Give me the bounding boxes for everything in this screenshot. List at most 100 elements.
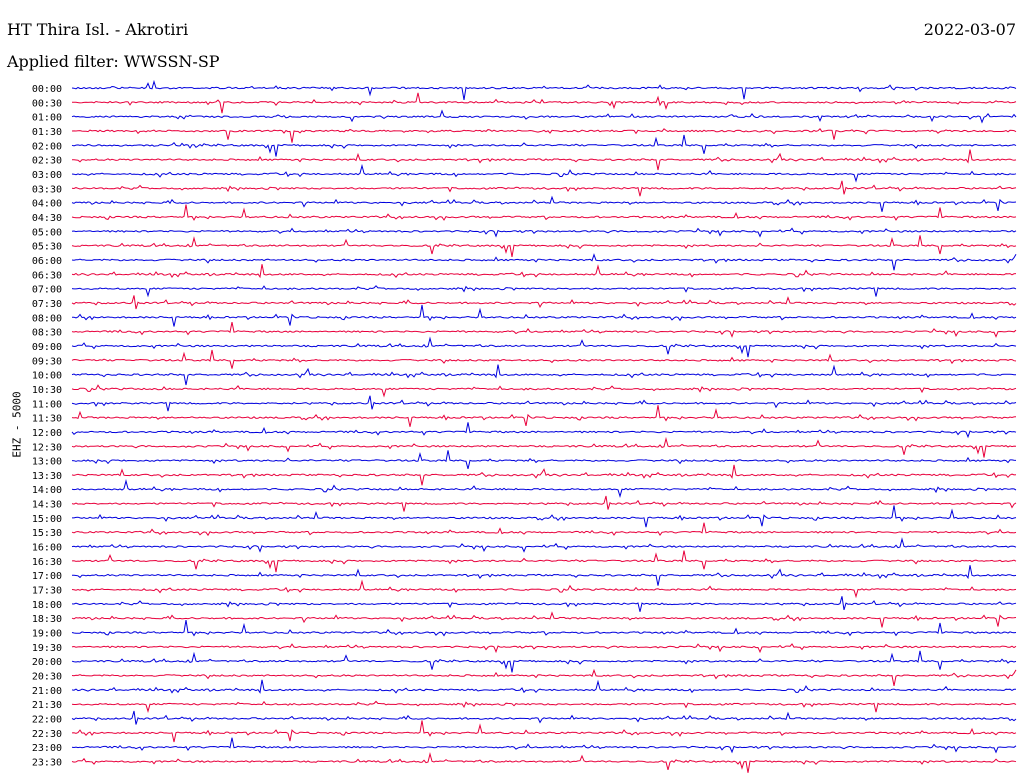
trace-1600	[71, 537, 1017, 553]
trace-0600	[71, 253, 1017, 271]
trace-1130	[71, 405, 1017, 427]
trace-1100	[71, 395, 1017, 412]
row-label-0500: 05:00	[32, 227, 62, 238]
row-label-1300: 13:00	[32, 457, 62, 468]
row-label-1130: 11:30	[32, 414, 62, 425]
trace-0330	[71, 180, 1017, 197]
row-label-1930: 19:30	[32, 643, 62, 654]
trace-2000	[71, 650, 1017, 673]
row-label-0800: 08:00	[32, 313, 62, 324]
row-label-2300: 23:00	[32, 743, 62, 754]
row-label-0330: 03:30	[32, 184, 62, 195]
row-label-0300: 03:00	[32, 170, 62, 181]
row-label-1830: 18:30	[32, 614, 62, 625]
row-label-1030: 10:30	[32, 385, 62, 396]
row-label-2100: 21:00	[32, 686, 62, 697]
row-label-0230: 02:30	[32, 156, 62, 167]
row-label-2200: 22:00	[32, 715, 62, 726]
trace-1330	[71, 464, 1017, 486]
row-label-0700: 07:00	[32, 285, 62, 296]
row-label-0830: 08:30	[32, 328, 62, 339]
trace-0230	[71, 149, 1017, 171]
trace-1230	[71, 436, 1017, 458]
row-label-1400: 14:00	[32, 485, 62, 496]
trace-0300	[71, 163, 1017, 183]
trace-0400	[71, 195, 1017, 212]
row-label-2230: 22:30	[32, 729, 62, 740]
trace-1930	[71, 643, 1017, 654]
row-label-0030: 00:30	[32, 98, 62, 109]
trace-0900	[71, 336, 1017, 358]
row-label-1530: 15:30	[32, 528, 62, 539]
row-label-0600: 06:00	[32, 256, 62, 267]
trace-2200	[71, 710, 1017, 725]
row-label-0000: 00:00	[32, 84, 62, 95]
date-label: 2022-03-07	[923, 20, 1016, 39]
row-label-1700: 17:00	[32, 571, 62, 582]
row-label-1730: 17:30	[32, 586, 62, 597]
trace-1900	[71, 620, 1017, 637]
trace-1200	[71, 422, 1017, 439]
row-label-1330: 13:30	[32, 471, 62, 482]
trace-0030	[72, 92, 1017, 114]
trace-1030	[71, 384, 1017, 398]
row-label-1600: 16:00	[32, 543, 62, 554]
trace-2330	[71, 752, 1017, 773]
trace-0830	[71, 322, 1017, 338]
trace-1400	[71, 479, 1017, 498]
trace-0530	[71, 235, 1017, 257]
trace-0630	[71, 264, 1017, 279]
trace-2300	[71, 737, 1017, 754]
station-title: HT Thira Isl. - Akrotiri	[7, 20, 189, 39]
trace-0730	[71, 295, 1017, 310]
row-label-2030: 20:30	[32, 672, 62, 683]
trace-0500	[71, 227, 1017, 238]
trace-1300	[71, 450, 1017, 470]
filter-label: Applied filter: WWSSN-SP	[7, 52, 220, 71]
trace-0800	[71, 304, 1017, 327]
row-label-0100: 01:00	[32, 113, 62, 124]
trace-0700	[71, 285, 1017, 298]
trace-0430	[71, 204, 1017, 221]
row-label-0130: 01:30	[32, 127, 62, 138]
row-label-0630: 06:30	[32, 270, 62, 281]
row-label-0930: 09:30	[32, 356, 62, 367]
row-label-1630: 16:30	[32, 557, 62, 568]
trace-2030	[71, 668, 1017, 686]
trace-2130	[71, 700, 1017, 713]
trace-1730	[71, 579, 1017, 599]
row-label-1800: 18:00	[32, 600, 62, 611]
row-label-0900: 09:00	[32, 342, 62, 353]
trace-0930	[71, 349, 1017, 369]
row-label-1230: 12:30	[32, 442, 62, 453]
row-label-0200: 02:00	[32, 141, 62, 152]
trace-0200	[71, 134, 1017, 157]
row-label-0430: 04:30	[32, 213, 62, 224]
row-label-1200: 12:00	[32, 428, 62, 439]
row-label-1430: 14:30	[32, 500, 62, 511]
trace-1430	[71, 495, 1017, 512]
trace-1630	[71, 550, 1017, 573]
trace-0100	[71, 109, 1017, 124]
row-label-0730: 07:30	[32, 299, 62, 310]
row-label-2000: 20:00	[32, 657, 62, 668]
row-label-1900: 19:00	[32, 629, 62, 640]
trace-2230	[71, 720, 1017, 743]
trace-1800	[71, 596, 1017, 612]
row-label-1500: 15:00	[32, 514, 62, 525]
trace-0000	[71, 79, 1017, 100]
row-label-1000: 10:00	[32, 371, 62, 382]
row-label-0530: 05:30	[32, 242, 62, 253]
row-label-1100: 11:00	[32, 399, 62, 410]
trace-1500	[72, 505, 1017, 528]
trace-0130	[71, 128, 1017, 143]
trace-1700	[71, 565, 1017, 586]
row-label-2130: 21:30	[32, 700, 62, 711]
trace-1530	[71, 522, 1017, 537]
row-label-2330: 23:30	[32, 758, 62, 769]
row-label-0400: 04:00	[32, 199, 62, 210]
trace-2100	[71, 679, 1017, 694]
trace-1830	[71, 611, 1017, 628]
trace-1000	[71, 364, 1017, 386]
